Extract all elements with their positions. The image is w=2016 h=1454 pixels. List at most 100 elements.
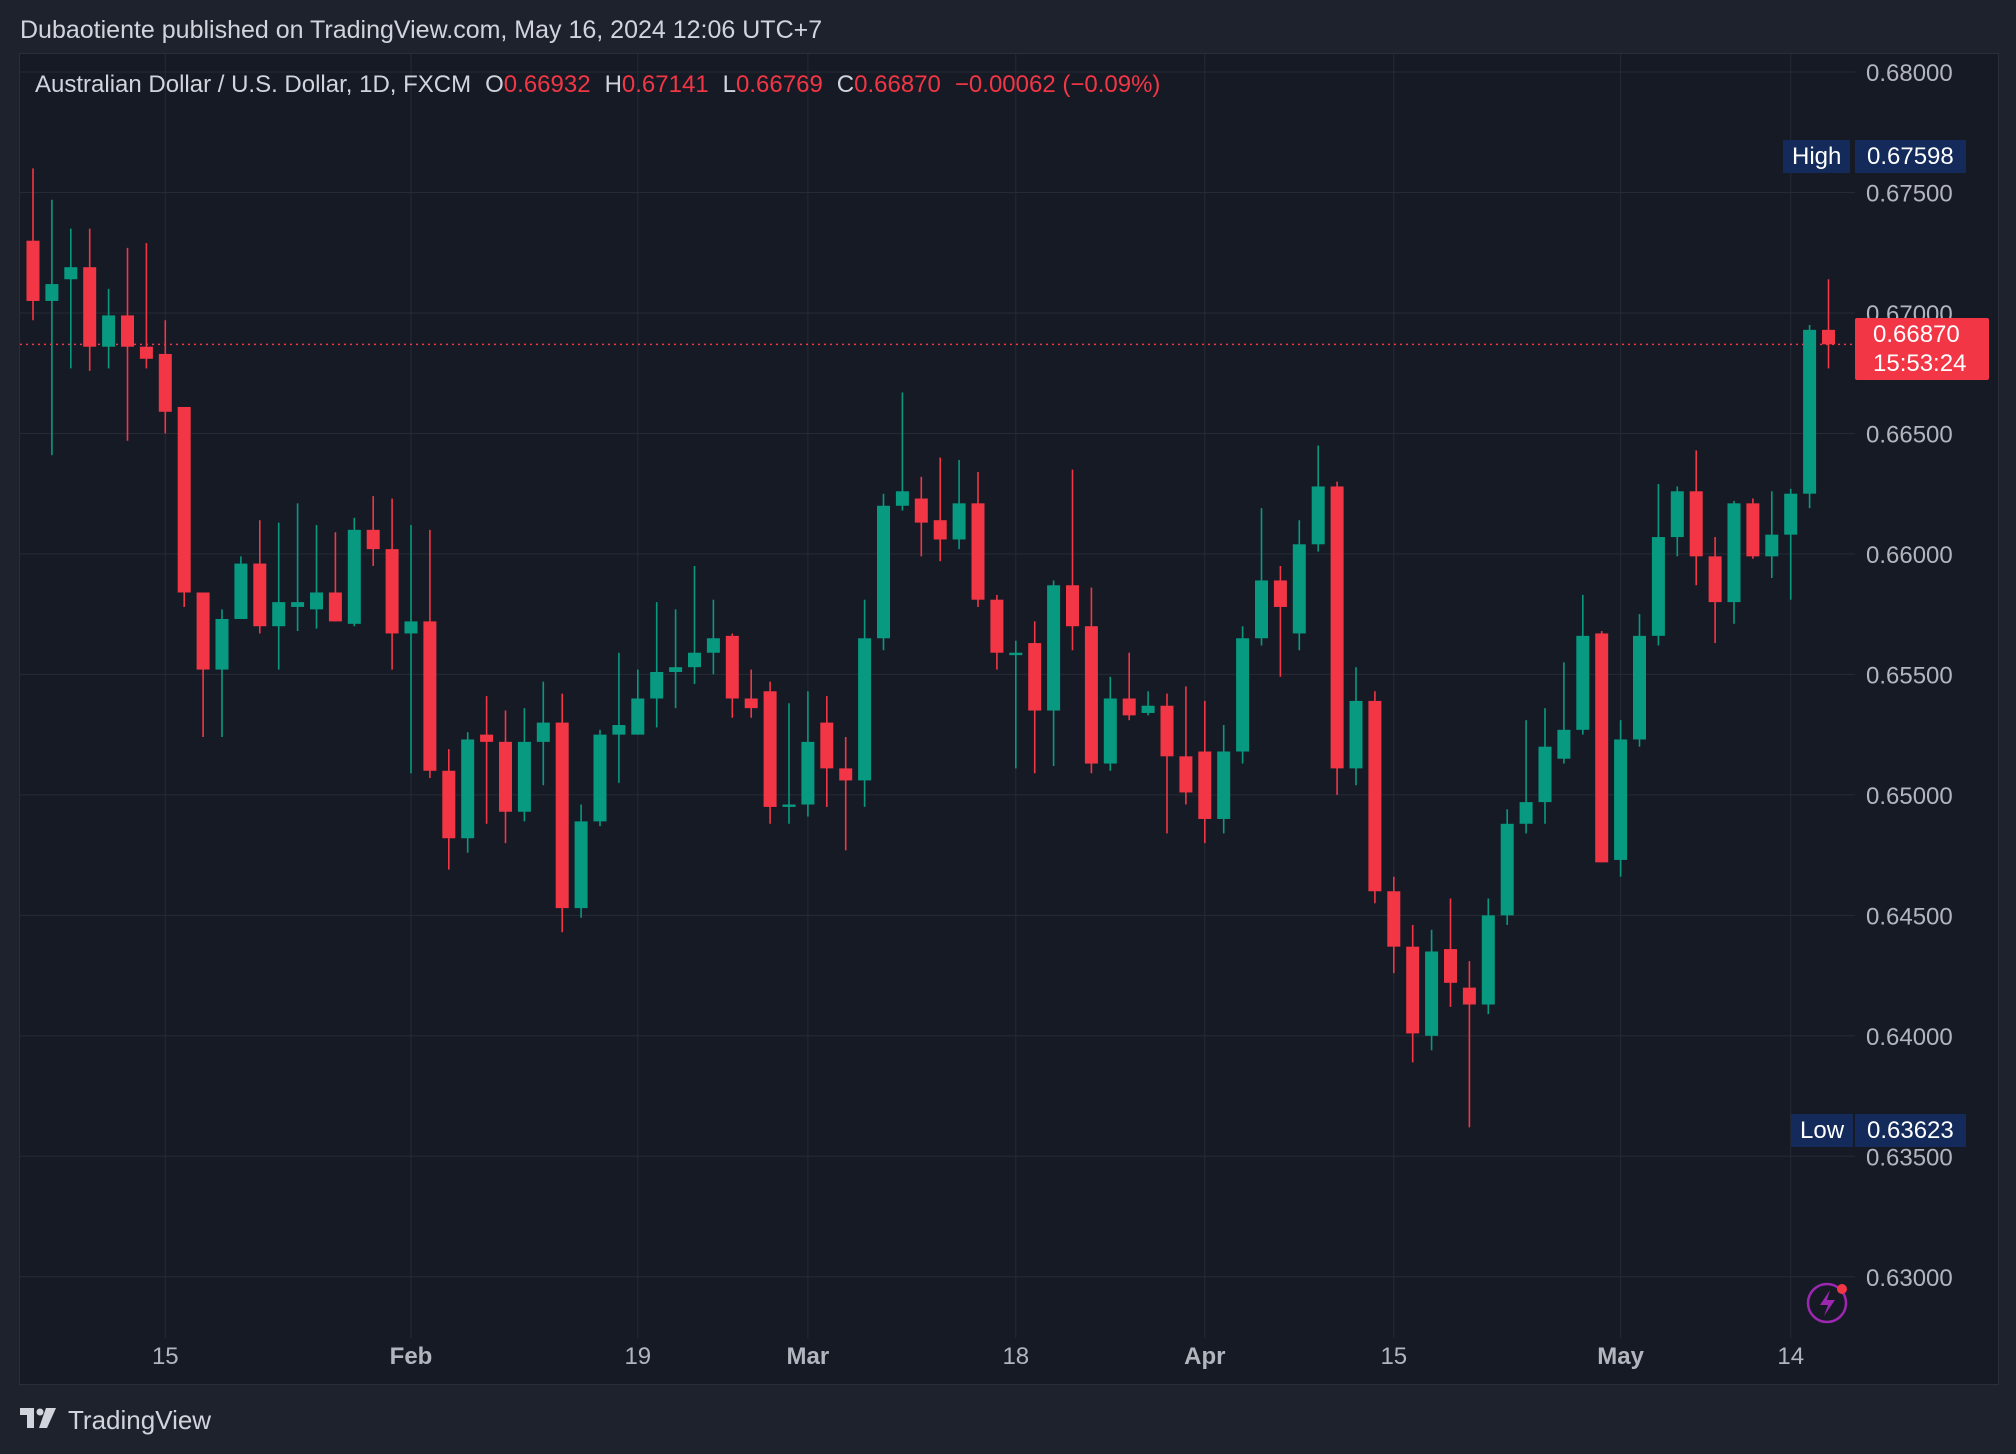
candle-body	[763, 691, 777, 807]
candle-body	[1670, 491, 1684, 538]
candle-down	[196, 592, 210, 738]
candle-body	[990, 599, 1004, 653]
candle-down	[253, 520, 267, 634]
candle-up	[706, 599, 720, 675]
lightning-icon-ring	[1806, 1282, 1848, 1324]
y-tick-label: 0.65000	[1866, 783, 1953, 810]
candle-body	[1141, 705, 1155, 713]
candle-down	[158, 320, 172, 434]
candle-body	[688, 652, 701, 668]
y-tick-label: 0.63000	[1866, 1265, 1953, 1292]
high-marker-label: High	[1783, 140, 1851, 173]
candle-body	[839, 768, 853, 781]
candle-body	[1406, 946, 1420, 1034]
candle-body	[574, 821, 588, 909]
x-tick-label: Mar	[787, 1343, 830, 1370]
candle-body	[1519, 802, 1533, 824]
candle-up	[1009, 640, 1023, 769]
candle-up	[1538, 708, 1552, 824]
candle-body	[310, 592, 323, 610]
candle-body	[1368, 700, 1382, 892]
candle-down	[480, 696, 494, 824]
candle-down	[177, 406, 191, 607]
candle-body	[1047, 585, 1061, 711]
candle-body	[1217, 751, 1231, 819]
low-marker-label: Low	[1791, 1114, 1854, 1147]
candle-down	[1689, 450, 1703, 586]
candle-up	[215, 609, 229, 738]
candle-body	[1614, 739, 1628, 860]
candle-body	[877, 505, 890, 639]
candle-up	[1765, 491, 1779, 579]
x-tick-label: 18	[1002, 1343, 1029, 1370]
tradingview-logo[interactable]: TradingView	[20, 1405, 211, 1436]
candle-body	[1198, 751, 1212, 819]
candle-up	[688, 565, 701, 685]
candle-body	[64, 267, 78, 280]
candle-body	[102, 315, 116, 347]
y-tick-label: 0.66000	[1866, 542, 1953, 569]
candle-body	[1028, 643, 1042, 711]
candle-body	[1822, 329, 1835, 345]
candle-up	[1803, 325, 1817, 509]
candle-body	[858, 638, 872, 781]
candle-body	[1292, 544, 1306, 634]
candle-body	[1084, 626, 1098, 764]
candle-down	[385, 498, 399, 670]
candle-body	[1311, 486, 1325, 545]
candle-up	[234, 556, 248, 619]
y-tick-label: 0.66500	[1866, 421, 1953, 448]
candle-up	[1576, 594, 1590, 735]
candle-up	[782, 703, 796, 824]
candle-body	[139, 346, 153, 359]
candle-up	[45, 199, 59, 456]
candle-body	[385, 549, 399, 634]
bar-countdown: 15:53:24	[1873, 350, 1967, 377]
candle-up	[669, 609, 683, 709]
candle-up	[1614, 720, 1628, 877]
last-price-box: 0.66870 15:53:24	[1855, 318, 1989, 380]
candle-up	[1670, 486, 1684, 557]
close-value: 0.66870	[854, 71, 941, 98]
candle-down	[1179, 686, 1193, 805]
candle-body	[706, 638, 720, 653]
candle-up	[1141, 691, 1155, 716]
close-label: C	[836, 71, 855, 98]
candle-body	[801, 741, 815, 805]
candle-up	[1236, 626, 1250, 764]
candle-body	[1765, 534, 1779, 557]
candle-body	[650, 671, 664, 699]
candle-down	[555, 693, 569, 933]
chart-panel[interactable]: 0.68000 0.67500 0.67000 0.66500 0.66000 0.655…	[19, 53, 1999, 1385]
candle-up	[895, 392, 909, 511]
candle-body	[1784, 493, 1798, 535]
candle-down	[1746, 498, 1760, 559]
candle-body	[1481, 915, 1495, 1005]
candle-body	[499, 741, 512, 812]
candle-body	[1066, 585, 1079, 627]
y-tick-label: 0.68000	[1866, 60, 1953, 87]
candle-body	[1330, 486, 1344, 769]
candle-body	[1500, 823, 1514, 916]
candle-up	[1217, 725, 1231, 834]
candle-up	[1103, 676, 1117, 771]
candle-body	[1803, 329, 1817, 494]
candle-body	[1746, 503, 1760, 557]
candlestick-chart[interactable]: 0.680000.675000.670000.665000.660000.655…	[20, 54, 1998, 1384]
candle-up	[1481, 898, 1495, 1015]
candle-body	[347, 529, 361, 624]
candle-body	[725, 635, 739, 699]
candle-body	[669, 667, 683, 672]
candle-body	[328, 592, 342, 622]
candle-body	[1122, 698, 1136, 716]
candle-up	[650, 602, 664, 728]
candle-body	[272, 602, 286, 627]
x-tick-label: May	[1597, 1343, 1644, 1370]
candle-body	[1349, 700, 1363, 769]
last-price-value: 0.66870	[1873, 321, 1960, 348]
x-tick-label: 19	[624, 1343, 651, 1370]
candle-up	[612, 652, 626, 783]
candle-body	[612, 725, 626, 735]
candle-body	[1689, 491, 1703, 557]
candle-body	[933, 520, 947, 540]
